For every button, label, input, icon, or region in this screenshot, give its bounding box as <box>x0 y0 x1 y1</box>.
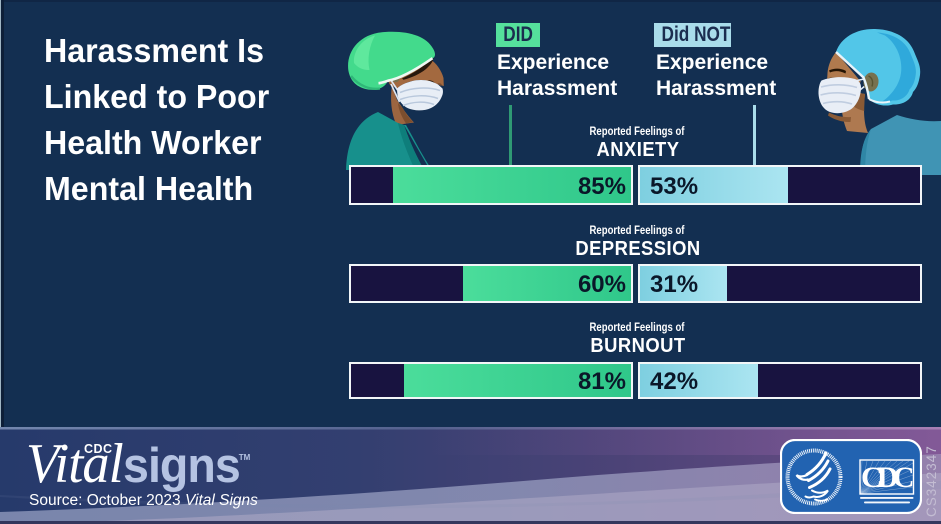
svg-text:CDC: CDC <box>861 461 913 494</box>
